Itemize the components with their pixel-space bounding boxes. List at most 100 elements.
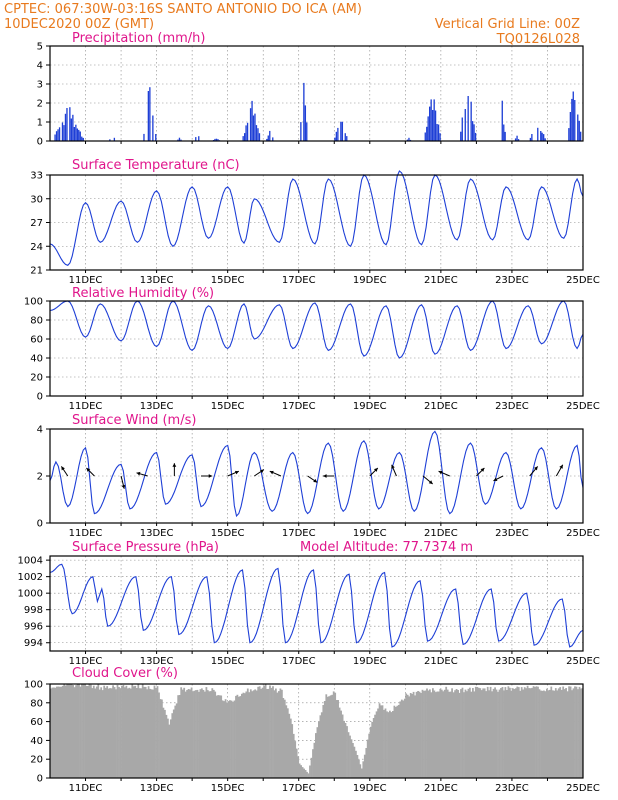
cloud-bar — [392, 711, 394, 778]
cloud-bar — [513, 689, 516, 778]
humidity-title: Relative Humidity (%) — [72, 286, 214, 301]
cloud-bar — [50, 688, 52, 778]
cloud-bar — [162, 707, 165, 778]
x-tick-label: 15DEC — [211, 528, 245, 539]
cloud-bar — [331, 694, 334, 778]
cloud-bar — [403, 698, 406, 778]
cloud-bar — [286, 708, 289, 778]
cloud-bar — [461, 687, 464, 778]
precip-bar — [504, 131, 506, 141]
y-tick-label: 4 — [37, 61, 43, 72]
cloud-bar — [525, 688, 528, 778]
cloud-bar — [202, 690, 205, 778]
precip-bar — [76, 128, 79, 141]
cloud-bar — [217, 695, 220, 778]
cloud-bar — [167, 718, 169, 778]
cloud-bar — [177, 695, 180, 778]
cloud-bar — [380, 705, 382, 778]
precip-bar — [529, 137, 532, 141]
pressure-panel: Surface Pressure (hPa) Model Altitude: 7… — [18, 540, 600, 667]
cloud-bar — [362, 761, 365, 778]
cloud-bar — [531, 687, 533, 778]
cloud-bar — [563, 689, 566, 778]
x-tick-label: 25DEC — [566, 528, 600, 539]
precip-bar — [244, 133, 246, 141]
cloud-bar — [537, 686, 539, 778]
wind-arrow-head — [259, 469, 264, 474]
cloud-bar — [399, 701, 402, 778]
cloud-bar — [369, 726, 372, 778]
cloud-bar — [278, 691, 280, 778]
cloud-bar — [571, 690, 573, 778]
precip-bar — [571, 98, 573, 141]
precip-bar — [430, 99, 432, 141]
precip-bar — [152, 115, 154, 141]
cloud-bar — [303, 768, 305, 778]
cloud-bar — [541, 690, 544, 778]
cloud-bar — [91, 688, 94, 778]
cloud-bar — [70, 684, 73, 778]
cloud-bar — [389, 710, 391, 778]
cloud-bar — [523, 687, 526, 778]
precip-bar — [541, 132, 543, 141]
cloud-bar — [546, 688, 548, 778]
precip-bar — [424, 132, 426, 141]
cloud-bar — [110, 688, 113, 778]
wind-arrow-head — [136, 471, 141, 476]
x-tick-label: 23DEC — [495, 656, 529, 667]
precip-bar — [113, 137, 116, 141]
cloud-bar — [557, 688, 560, 778]
cloud-bar — [164, 709, 166, 778]
y-tick-label: 60 — [30, 335, 43, 346]
cloud-bar — [132, 686, 135, 778]
cloud-bar — [72, 685, 74, 778]
cloud-bar — [414, 695, 416, 778]
cloud-bar — [349, 735, 351, 778]
wind-arrow-head — [61, 466, 65, 471]
wind-arrow-head — [373, 468, 378, 472]
cloud-bar — [506, 690, 508, 778]
cloud-bar — [281, 689, 283, 778]
precip-bar — [577, 114, 579, 141]
model-id: TQ0126L028 — [496, 32, 580, 47]
cloud-bar — [82, 684, 85, 778]
cloud-bar — [464, 689, 467, 778]
series-line — [49, 170, 584, 266]
precip-bar — [214, 138, 216, 141]
series-line — [49, 563, 584, 648]
precip-bar — [544, 138, 546, 141]
cloud-bar — [178, 695, 181, 778]
wind-arrow-head — [438, 470, 443, 475]
cloud-bar — [377, 708, 379, 778]
cloud-bar — [288, 713, 291, 778]
y-tick-label: 20 — [30, 373, 43, 384]
cloud-bar — [522, 689, 525, 778]
cloud-bar — [390, 712, 393, 778]
y-tick-label: 1004 — [18, 556, 43, 567]
cloud-bar — [257, 686, 260, 778]
cloud-bar — [548, 689, 551, 778]
precip-bar — [195, 137, 197, 141]
cloud-bar — [53, 687, 55, 778]
y-tick-label: 80 — [30, 316, 43, 327]
y-tick-label: 0 — [37, 519, 43, 530]
cloud-bar — [344, 723, 347, 778]
cloud-bar — [131, 684, 134, 778]
x-tick-label: 11DEC — [69, 656, 103, 667]
cloud-bar — [443, 689, 446, 778]
precip-bar — [266, 138, 268, 141]
cloud-bar — [494, 687, 496, 778]
cloud-bar — [233, 700, 236, 778]
cloud-bar — [446, 689, 449, 778]
cloud-bar — [54, 687, 57, 778]
cloud-bar — [543, 690, 545, 778]
cloud-bar — [322, 705, 325, 778]
y-tick-label: 33 — [30, 171, 43, 182]
precip-bar — [432, 110, 434, 141]
cloud-bar — [98, 689, 101, 778]
precip-bar — [472, 121, 474, 141]
cloud-bar — [205, 687, 208, 778]
cloud-bar — [418, 691, 421, 778]
cloud-bar — [386, 711, 388, 778]
cloud-bar — [174, 705, 177, 778]
